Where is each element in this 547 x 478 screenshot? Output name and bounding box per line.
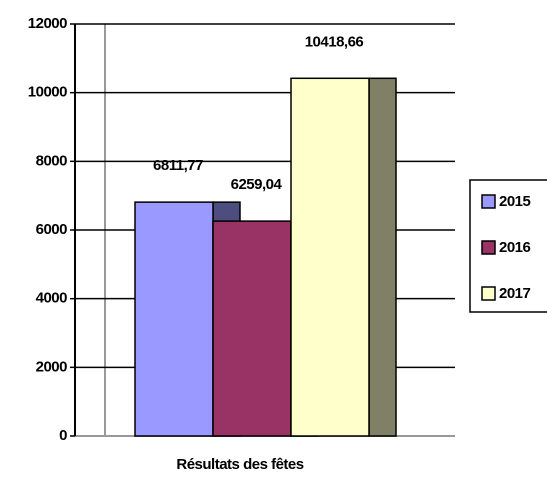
y-tick-label: 4000 (36, 290, 68, 307)
y-tick-label: 2000 (36, 358, 68, 375)
bar (212, 220, 292, 437)
legend-swatch (481, 286, 496, 301)
legend-label: 2015 (499, 193, 531, 210)
legend-label: 2016 (499, 239, 531, 256)
bar-side (368, 77, 397, 437)
y-tick-label: 8000 (36, 152, 68, 169)
y-tick-label: 0 (59, 427, 67, 444)
data-label: 6259,04 (231, 176, 283, 193)
y-tick-label: 10000 (28, 84, 67, 101)
legend-swatch (481, 194, 496, 209)
bar (134, 201, 214, 437)
legend-swatch (481, 240, 496, 255)
legend-label: 2017 (499, 285, 531, 302)
bar (290, 77, 370, 437)
data-label: 10418,66 (305, 33, 364, 50)
y-tick-label: 12000 (28, 15, 67, 32)
x-tick-label: Résultats des fêtes (176, 456, 303, 473)
y-tick-label: 6000 (36, 221, 68, 238)
data-label: 6811,77 (153, 157, 203, 174)
